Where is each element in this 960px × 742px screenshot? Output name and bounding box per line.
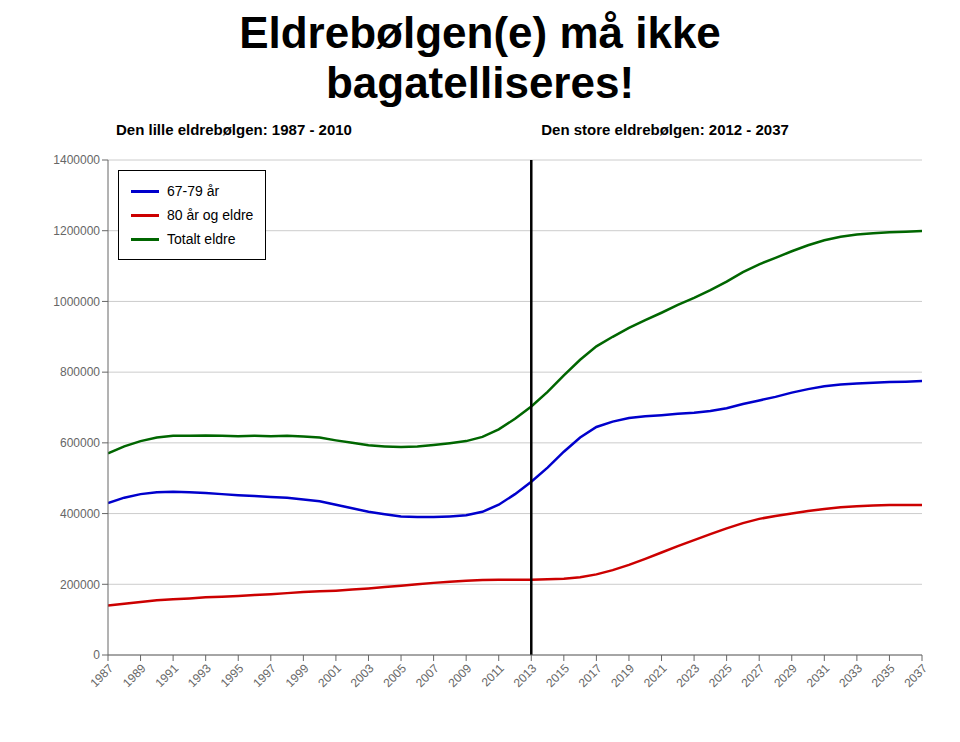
svg-text:400000: 400000 xyxy=(60,507,100,521)
svg-text:2007: 2007 xyxy=(413,661,442,690)
svg-text:1400000: 1400000 xyxy=(53,153,100,167)
svg-text:1997: 1997 xyxy=(250,661,279,690)
html-text:Totalt eldre: Totalt eldre xyxy=(167,231,236,247)
svg-text:2009: 2009 xyxy=(446,661,475,690)
svg-text:2019: 2019 xyxy=(608,661,637,690)
svg-text:0: 0 xyxy=(93,648,100,662)
svg-text:2013: 2013 xyxy=(511,661,540,690)
svg-text:2017: 2017 xyxy=(576,661,605,690)
svg-text:1999: 1999 xyxy=(283,661,312,690)
html-text:67-79 år: 67-79 år xyxy=(167,183,220,199)
svg-text:1987: 1987 xyxy=(87,661,116,690)
svg-text:2025: 2025 xyxy=(706,661,735,690)
svg-text:800000: 800000 xyxy=(60,365,100,379)
svg-text:1000000: 1000000 xyxy=(53,295,100,309)
svg-text:1995: 1995 xyxy=(218,661,247,690)
svg-text:1991: 1991 xyxy=(152,661,181,690)
svg-text:2037: 2037 xyxy=(901,661,930,690)
svg-text:1200000: 1200000 xyxy=(53,224,100,238)
html-text:Eldrebølgen(e) må ikke bagatel: Eldrebølgen(e) må ikke bagatelliseres! xyxy=(239,8,721,107)
svg-text:2029: 2029 xyxy=(771,661,800,690)
svg-text:1989: 1989 xyxy=(120,661,149,690)
svg-text:2027: 2027 xyxy=(739,661,768,690)
svg-text:2033: 2033 xyxy=(836,661,865,690)
svg-text:2023: 2023 xyxy=(673,661,702,690)
html-text:80 år og eldre: 80 år og eldre xyxy=(167,207,254,223)
svg-text:1993: 1993 xyxy=(185,661,214,690)
svg-text:2015: 2015 xyxy=(543,661,572,690)
svg-text:2001: 2001 xyxy=(315,661,344,690)
svg-text:2011: 2011 xyxy=(479,661,507,689)
html-text:Den store eldrebølgen: 2012 -: Den store eldrebølgen: 2012 - 2037 xyxy=(541,121,789,138)
svg-text:2031: 2031 xyxy=(804,661,833,690)
svg-text:2005: 2005 xyxy=(380,661,409,690)
svg-text:600000: 600000 xyxy=(60,436,100,450)
svg-text:200000: 200000 xyxy=(60,578,100,592)
html-text:Den lille eldrebølgen: 1987 -: Den lille eldrebølgen: 1987 - 2010 xyxy=(116,121,352,138)
svg-text:2003: 2003 xyxy=(348,661,377,690)
svg-text:2021: 2021 xyxy=(641,661,670,690)
svg-text:2035: 2035 xyxy=(869,661,898,690)
